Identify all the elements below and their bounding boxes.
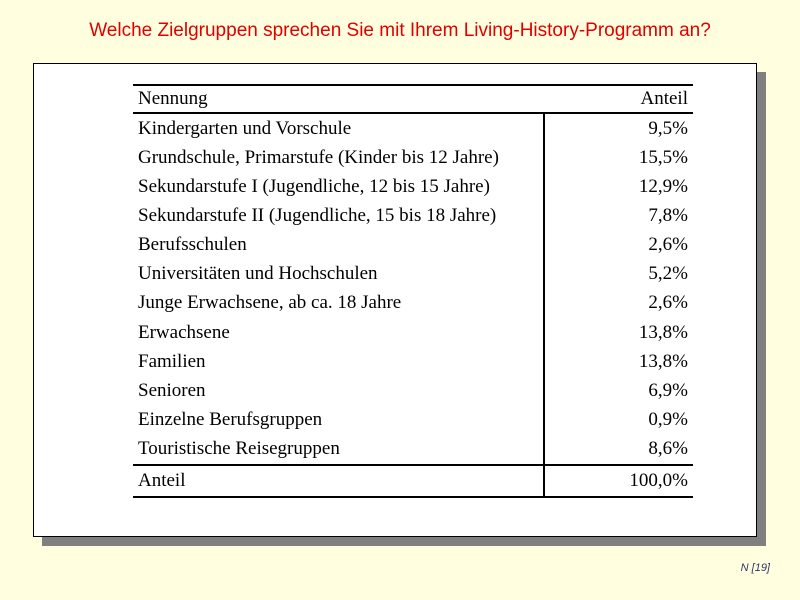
row-value: 7,8% [543, 201, 693, 231]
table-row: Erwachsene 13,8% [133, 317, 693, 348]
slide-title: Welche Zielgruppen sprechen Sie mit Ihre… [89, 20, 711, 41]
row-value: 2,6% [543, 230, 693, 260]
row-value: 13,8% [543, 347, 693, 377]
row-label: Kindergarten und Vorschule [138, 117, 352, 139]
table-row: Kindergarten und Vorschule 9,5% [133, 114, 693, 144]
table-row: Touristische Reisegruppen 8,6% [133, 434, 693, 464]
content-panel: Nennung Anteil Kindergarten und Vorschul… [33, 63, 757, 537]
row-label: Touristische Reisegruppen [138, 438, 340, 460]
row-label: Sekundarstufe II (Jugendliche, 15 bis 18… [138, 204, 497, 226]
total-row-value: 100,0% [543, 465, 693, 496]
row-value: 13,8% [543, 317, 693, 348]
row-label: Berufsschulen [138, 234, 247, 256]
table-total-row: Anteil 100,0% [133, 463, 693, 496]
table-body: Kindergarten und Vorschule 9,5% Grundschul… [133, 114, 693, 464]
row-value: 9,5% [543, 114, 693, 144]
table-row: Universitäten und Hochschulen 5,2% [133, 259, 693, 289]
table-row: Senioren 6,9% [133, 376, 693, 406]
table-row: Grundschule, Primarstufe (Kinder bis 12 … [133, 143, 693, 173]
row-label: Junge Erwachsene, ab ca. 18 Jahre [138, 292, 402, 314]
table-row: Sekundarstufe I (Jugendliche, 12 bis 15 … [133, 172, 693, 202]
results-table: Nennung Anteil Kindergarten und Vorschul… [133, 84, 693, 498]
table-row: Sekundarstufe II (Jugendliche, 15 bis 18… [133, 201, 693, 231]
total-row-label: Anteil [138, 469, 186, 491]
footer-note: N [19] [740, 562, 770, 574]
row-label: Sekundarstufe I (Jugendliche, 12 bis 15 … [138, 175, 490, 197]
row-value: 12,9% [543, 172, 693, 202]
row-label: Senioren [138, 379, 206, 401]
table-row: Familien 13,8% [133, 347, 693, 377]
table-row: Berufsschulen 2,6% [133, 230, 693, 260]
row-value: 2,6% [543, 288, 693, 318]
row-label: Einzelne Berufsgruppen [138, 408, 323, 430]
table-row: Einzelne Berufsgruppen 0,9% [133, 405, 693, 435]
column-header-anteil: Anteil [640, 88, 689, 109]
row-label: Universitäten und Hochschulen [138, 263, 378, 285]
row-value: 6,9% [543, 376, 693, 406]
table-header-row: Nennung Anteil [133, 86, 693, 114]
row-value: 5,2% [543, 259, 693, 289]
table-row: Junge Erwachsene, ab ca. 18 Jahre 2,6% [133, 288, 693, 318]
row-value: 8,6% [543, 434, 693, 464]
row-label: Erwachsene [138, 321, 230, 343]
column-header-nennung: Nennung [138, 88, 208, 109]
row-value: 0,9% [543, 405, 693, 435]
row-label: Grundschule, Primarstufe (Kinder bis 12 … [138, 146, 499, 168]
row-value: 15,5% [543, 143, 693, 173]
row-label: Familien [138, 350, 206, 372]
